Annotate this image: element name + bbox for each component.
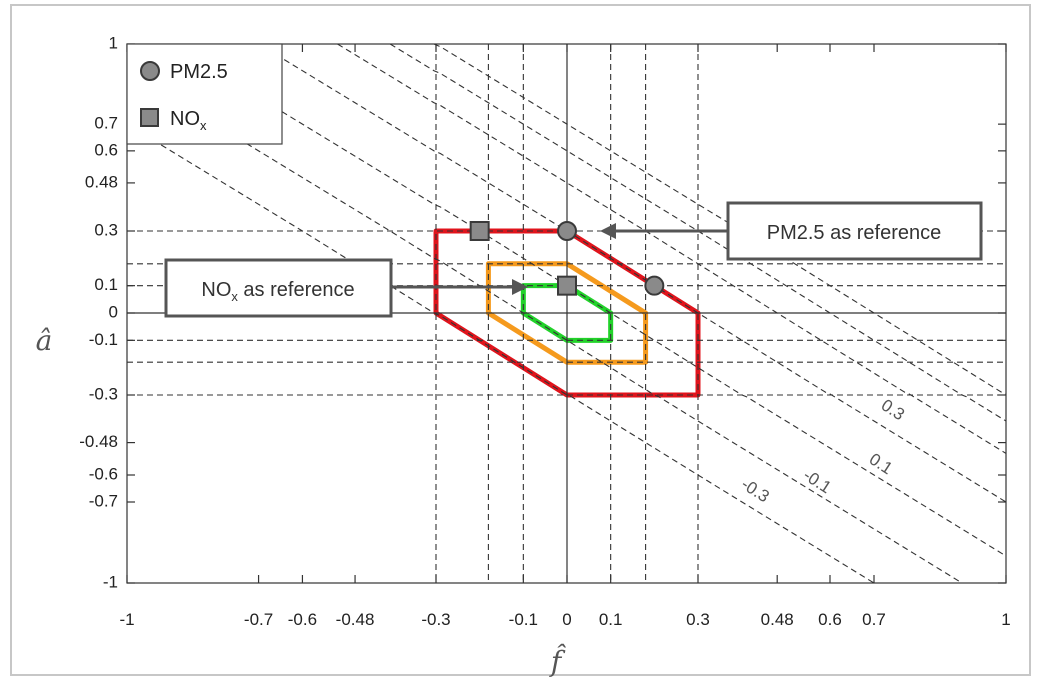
legend-nox-main: NO <box>170 108 200 130</box>
x-tick-label: -0.1 <box>509 610 538 629</box>
y-tick-label: 0.48 <box>85 172 118 191</box>
x-tick-label: -0.6 <box>288 610 317 629</box>
x-tick-label: 0.6 <box>818 610 842 629</box>
y-tick-label: 0 <box>109 302 118 321</box>
x-tick-label: -0.48 <box>336 610 375 629</box>
nox-ref-main: NO <box>201 279 231 301</box>
nox-ref-callout <box>164 258 393 318</box>
nox-marker <box>469 221 490 241</box>
x-tick-label: 0.3 <box>686 610 710 629</box>
pm25-marker <box>557 221 577 241</box>
y-tick-label: 0.1 <box>94 275 118 294</box>
y-tick-label: -0.1 <box>89 330 118 349</box>
nox-ref-arrowhead-icon <box>512 279 528 295</box>
legend-nox-label: NOx <box>170 108 207 133</box>
legend-pm25-label: PM2.5 <box>170 61 228 83</box>
pm25-ref-text: PM2.5 as reference <box>767 222 942 244</box>
legend-pm25-circle-icon <box>140 61 160 81</box>
diagonal-contour <box>258 44 1006 503</box>
nox-ref-rest: as reference <box>238 279 355 301</box>
y-tick-label: -1 <box>103 572 118 591</box>
x-tick-label: -0.7 <box>244 610 273 629</box>
diagonal-contour <box>433 44 1006 395</box>
y-tick-label: -0.7 <box>89 491 118 510</box>
diagonal-contour <box>170 44 1006 557</box>
legend-box <box>126 43 283 145</box>
x-tick-label: 1 <box>1001 610 1010 629</box>
pm25-marker <box>644 275 665 296</box>
y-tick-label: 0.3 <box>94 220 118 239</box>
y-axis-label: â <box>36 324 53 357</box>
y-tick-label: 0.6 <box>94 140 118 159</box>
y-tick-label: -0.6 <box>89 464 118 483</box>
x-tick-label: -1 <box>119 610 134 629</box>
x-axis-label: f̂ <box>549 644 567 678</box>
legend-nox-subscript: x <box>200 118 207 133</box>
y-tick-label: -0.3 <box>89 384 118 403</box>
nox-ref-subscript: x <box>231 289 238 304</box>
y-tick-label: 0.7 <box>94 114 118 133</box>
x-tick-label: 0 <box>562 610 571 629</box>
nox-ref-text: NOx as reference <box>201 279 354 304</box>
y-tick-label: -0.48 <box>79 432 118 451</box>
x-tick-label: 0.7 <box>862 610 886 629</box>
diagonal-contour <box>337 44 1006 454</box>
pm25-ref-arrowhead-icon <box>600 223 616 239</box>
pm25-ref-callout <box>726 201 983 261</box>
nox-marker <box>557 275 577 296</box>
x-tick-label: -0.3 <box>421 610 450 629</box>
legend-nox-square-icon <box>140 108 159 127</box>
x-tick-label: 0.48 <box>761 610 794 629</box>
y-tick-label: 1 <box>109 33 118 52</box>
x-tick-label: 0.1 <box>599 610 623 629</box>
diagonal-contour <box>127 123 875 583</box>
diagonal-contour <box>127 70 963 583</box>
